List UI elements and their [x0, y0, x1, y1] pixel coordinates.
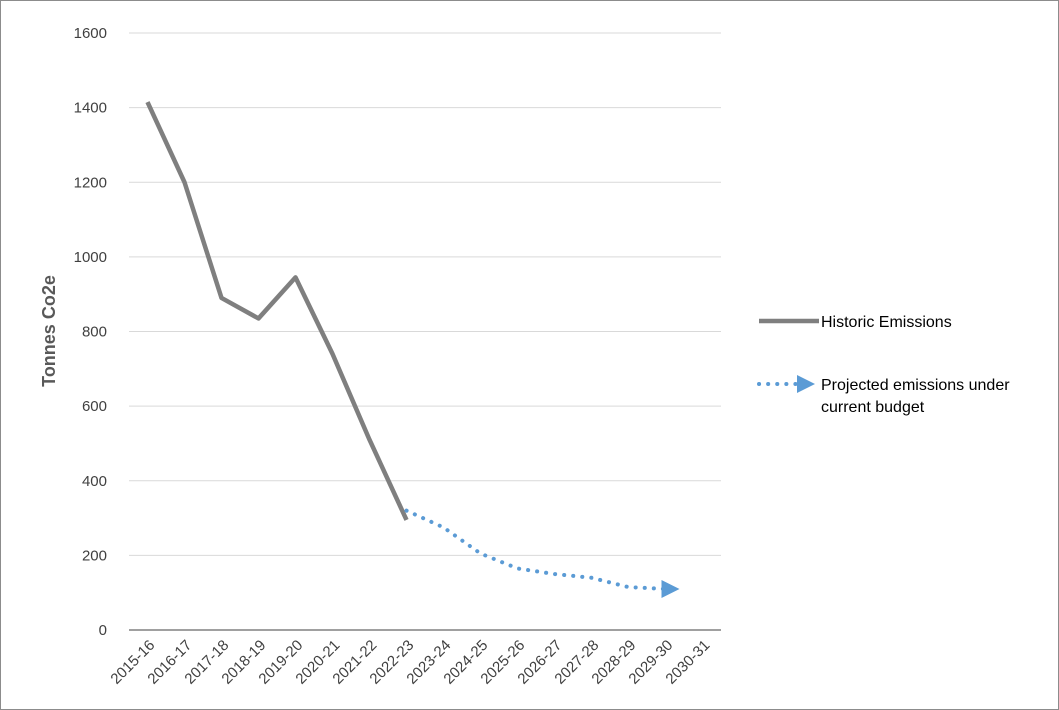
y-tick-label: 800	[82, 324, 107, 341]
y-tick-label: 400	[82, 473, 107, 490]
x-axis-ticks: 2015-162016-172017-182018-192019-202020-…	[107, 637, 713, 688]
y-tick-label: 1400	[74, 100, 107, 117]
series-line-projected	[404, 508, 668, 591]
series-line-historic	[145, 101, 409, 521]
y-tick-label: 600	[82, 398, 107, 415]
series-arrow-head	[661, 579, 680, 598]
gridlines	[129, 32, 721, 556]
y-axis-ticks: 0 200 400 600 800 1000 1200 1400 1600	[74, 25, 107, 639]
y-tick-label: 1600	[74, 25, 107, 42]
legend-label-projected: Projected emissions under current budget	[821, 377, 1010, 416]
y-tick-label: 0	[99, 622, 107, 639]
y-axis-label: Tonnes Co2e	[39, 275, 59, 387]
legend-label-historic: Historic Emissions	[821, 314, 952, 331]
y-tick-label: 1200	[74, 174, 107, 191]
legend-arrow-head	[797, 375, 815, 393]
series-layer	[145, 101, 680, 598]
y-tick-label: 1000	[74, 249, 107, 266]
legend: Historic Emissions Projected emissions un…	[757, 314, 1010, 416]
y-tick-label: 200	[82, 547, 107, 564]
